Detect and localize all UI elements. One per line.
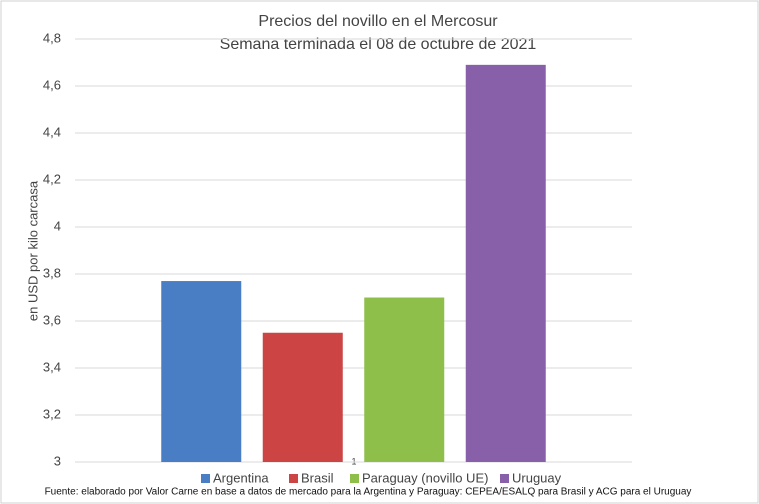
y-tick-label: 3 bbox=[54, 453, 61, 468]
legend-label: Argentina bbox=[213, 470, 269, 485]
bar bbox=[364, 297, 445, 462]
y-tick-label: 4,2 bbox=[43, 171, 61, 186]
y-axis-label: en USD por kilo carcasa bbox=[25, 180, 40, 321]
page-marker: 1 bbox=[351, 456, 356, 466]
y-tick-label: 3,6 bbox=[43, 312, 61, 327]
y-tick-label: 4,8 bbox=[43, 30, 61, 45]
chart-title: Precios del novillo en el Mercosur bbox=[258, 13, 498, 30]
legend-label: Uruguay bbox=[512, 470, 562, 485]
legend-swatch bbox=[289, 474, 298, 483]
chart-subtitle: Semana terminada el 08 de octubre de 202… bbox=[220, 36, 537, 53]
y-tick-label: 3,2 bbox=[43, 406, 61, 421]
legend-swatch bbox=[201, 474, 210, 483]
legend-label: Brasil bbox=[301, 470, 334, 485]
y-tick-label: 4 bbox=[54, 218, 61, 233]
y-tick-label: 3,8 bbox=[43, 265, 61, 280]
source-note: Fuente: elaborado por Valor Carne en bas… bbox=[45, 487, 692, 498]
bar bbox=[262, 332, 343, 462]
y-tick-label: 3,4 bbox=[43, 359, 61, 374]
legend-label: Paraguay (novillo UE) bbox=[362, 470, 488, 485]
legend-swatch bbox=[350, 474, 359, 483]
bar bbox=[161, 281, 242, 462]
y-tick-label: 4,4 bbox=[43, 124, 61, 139]
legend-swatch bbox=[500, 474, 509, 483]
y-tick-label: 4,6 bbox=[43, 77, 61, 92]
bar bbox=[465, 64, 546, 462]
